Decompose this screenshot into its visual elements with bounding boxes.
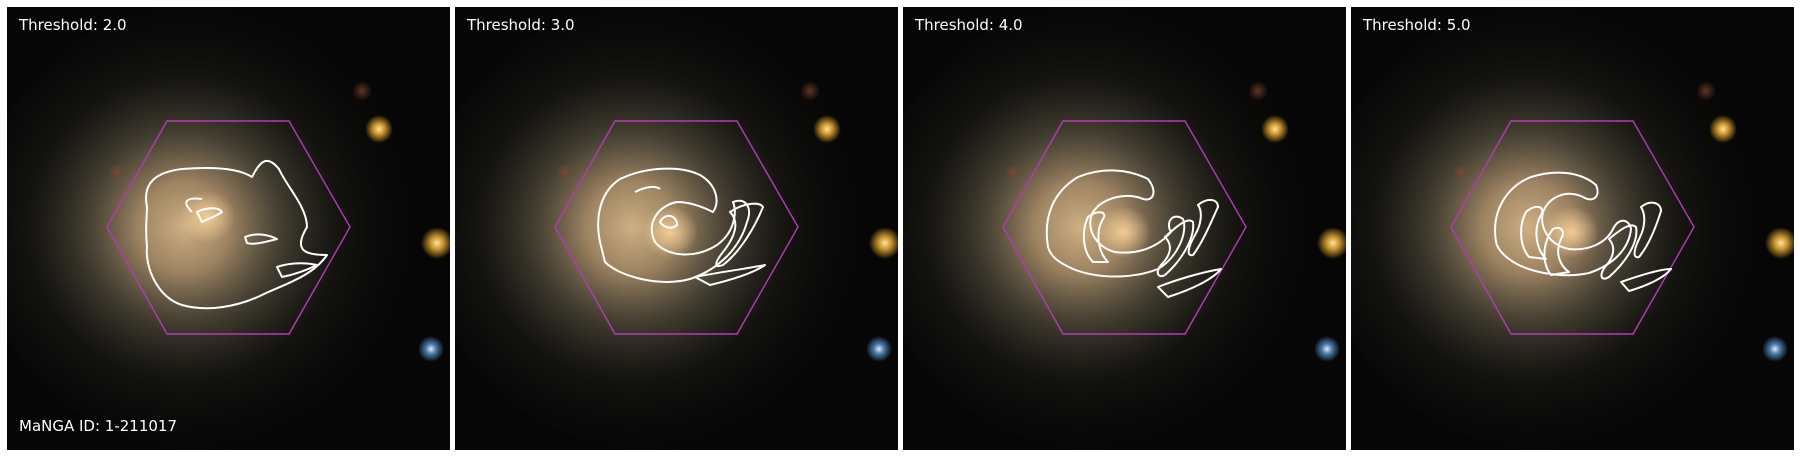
panel-threshold-4: Threshold: 4.0 [903,7,1346,450]
hexagon-footprint [1002,120,1247,335]
panel-threshold-5: Threshold: 5.0 [1351,7,1794,450]
spiral-contour [597,167,766,286]
galaxy-id-label: MaNGA ID: 1-211017 [19,417,178,435]
panel-threshold-2: Threshold: 2.0 MaNGA ID: 1-211017 [7,7,450,450]
hexagon-footprint [106,120,351,335]
threshold-label: Threshold: 3.0 [467,16,575,34]
threshold-label: Threshold: 4.0 [915,16,1023,34]
galaxy-image [1351,7,1794,450]
panel-threshold-3: Threshold: 3.0 [455,7,898,450]
galaxy-image [7,7,450,450]
galaxy-image [903,7,1346,450]
spiral-contour [1494,171,1672,292]
spiral-contour [1045,169,1222,298]
threshold-label: Threshold: 2.0 [19,16,127,34]
hexagon-footprint [554,120,799,335]
threshold-label: Threshold: 5.0 [1363,16,1471,34]
hexagon-footprint [1450,120,1695,335]
spiral-contour [145,159,328,310]
galaxy-image [455,7,898,450]
